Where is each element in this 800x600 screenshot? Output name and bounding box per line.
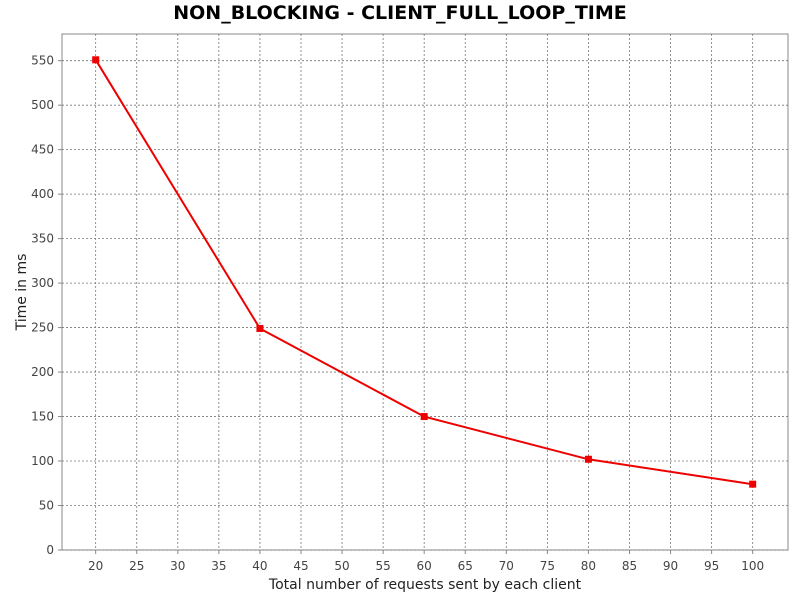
y-tick-label: 100 [31, 454, 54, 468]
y-tick-label: 300 [31, 276, 54, 290]
data-point [584, 455, 592, 463]
x-tick-label: 35 [211, 559, 226, 573]
grid-lines [62, 34, 788, 551]
y-tick-label: 350 [31, 232, 54, 246]
x-tick-label: 65 [458, 559, 473, 573]
y-tick-label: 200 [31, 365, 54, 379]
x-tick-label: 70 [499, 559, 514, 573]
x-tick-label: 100 [741, 559, 764, 573]
data-point [420, 413, 428, 421]
data-point [256, 324, 264, 332]
x-tick-label: 50 [334, 559, 349, 573]
y-tick-label: 50 [39, 499, 54, 513]
y-axis-label: Time in ms [14, 254, 30, 332]
x-tick-label: 60 [417, 559, 432, 573]
y-tick-label: 400 [31, 187, 54, 201]
x-tick-label: 20 [88, 559, 103, 573]
y-tick-label: 550 [31, 54, 54, 68]
chart-title: NON_BLOCKING - CLIENT_FULL_LOOP_TIME [173, 2, 627, 24]
y-tick-label: 0 [46, 543, 54, 557]
plot-area [61, 33, 789, 551]
x-tick-label: 80 [581, 559, 596, 573]
axes: 20 25 30 35 40 45 50 55 60 65 70 75 80 85 90 95 100 0 50 10… [31, 54, 764, 573]
x-tick-label: 30 [170, 559, 185, 573]
series-layer [92, 56, 757, 488]
x-tick-label: 75 [540, 559, 555, 573]
x-tick-label: 90 [663, 559, 678, 573]
x-tick-label: 40 [252, 559, 267, 573]
data-point [749, 480, 757, 488]
x-axis-label: Total number of requests sent by each cl… [268, 577, 582, 593]
y-tick-label: 500 [31, 98, 54, 112]
y-tick-label: 150 [31, 410, 54, 424]
x-tick-label: 45 [293, 559, 308, 573]
y-tick-label: 450 [31, 143, 54, 157]
x-tick-label: 55 [375, 559, 390, 573]
x-tick-label: 95 [704, 559, 719, 573]
x-tick-label: 85 [622, 559, 637, 573]
x-tick-label: 25 [129, 559, 144, 573]
data-point [92, 56, 100, 64]
y-tick-label: 250 [31, 321, 54, 335]
